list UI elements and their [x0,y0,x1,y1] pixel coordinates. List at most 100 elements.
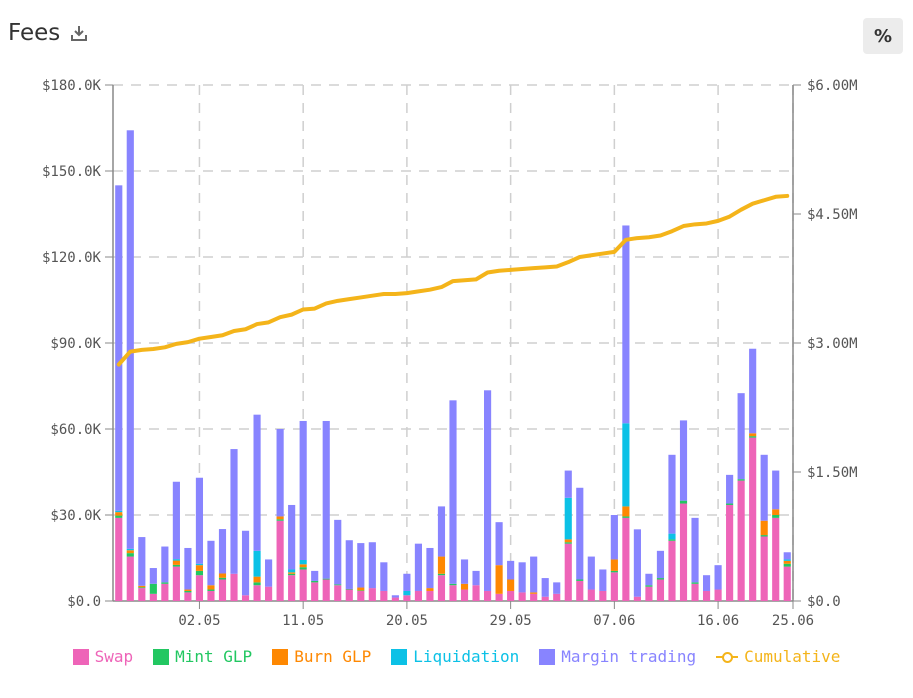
bar-segment-margin-trading [230,449,238,574]
bar-segment-margin-trading [633,529,641,597]
percent-toggle-button[interactable]: % [863,18,903,54]
bar-segment-margin-trading [265,559,273,587]
bar-segment-mint-glp [115,515,123,518]
bar-segment-burn-glp [564,539,572,543]
bar-segment-burn-glp [460,583,469,590]
bar-segment-mint-glp [449,583,457,586]
bar-segment-swap [322,579,330,601]
bar-segment-liquidation [288,569,296,573]
legend-item-margin-trading[interactable]: Margin trading [539,647,696,666]
bar-segment-mint-glp [772,515,780,518]
bar-segment-mint-glp [656,578,665,580]
legend-item-burn-glp[interactable]: Burn GLP [272,647,371,666]
chart-header: Fees [8,20,88,46]
bar-segment-mint-glp [253,582,261,586]
bar-segment-swap [633,596,641,601]
bar-segment-swap [553,593,561,601]
bar-segment-swap [368,588,376,601]
bar-segment-margin-trading [679,420,688,501]
bar-segment-swap [576,580,584,601]
y-left-tick-label: $60.0K [50,422,101,438]
y-left-tick-label: $120.0K [42,250,102,266]
bar-segment-swap [230,573,238,601]
bar-segment-margin-trading [472,570,480,586]
bar-segment-mint-glp [299,567,307,570]
bar-segment-swap [622,517,630,601]
bar-segment-margin-trading [311,570,319,581]
bar-segment-swap [207,590,215,601]
bar-segment-margin-trading [380,562,388,591]
bar-segment-mint-glp [334,584,342,586]
bar-segment-swap [541,596,549,601]
y-right-tick-label: $4.50M [807,207,858,223]
bar-segment-swap [702,590,711,601]
bar-segment-margin-trading [184,547,192,590]
bar-segment-liquidation [622,423,630,507]
bar-segment-mint-glp [691,582,699,584]
bar-segment-margin-trading [299,420,307,561]
y-right-tick-label: $0.0 [807,594,841,610]
bar-segment-swap [311,582,319,601]
fees-chart: $0.0 $30.0K $60.0K $90.0K $120.0K $150.0K $180… [42,78,858,629]
bar-segment-swap [265,586,273,601]
bar-segment-mint-glp [645,585,653,587]
bar-segment-swap [357,590,365,601]
bar-segment-burn-glp [126,550,134,554]
bar-segment-margin-trading [668,454,676,534]
bar-segment-burn-glp [288,572,296,574]
bar-segment-swap [714,589,722,601]
bar-segment-swap [437,575,446,601]
bar-segment-swap [495,593,503,601]
bar-segment-burn-glp [783,560,791,564]
bar-segment-swap [449,585,457,601]
bar-segment-margin-trading [553,582,561,594]
bar-segment-mint-glp [126,553,134,557]
y-left-tick-label: $180.0K [42,78,102,94]
bar-segment-mint-glp [564,542,572,544]
legend-swatch-margin-trading [539,648,556,665]
bar-segment-burn-glp [299,564,307,568]
bar-segment-mint-glp [668,539,676,541]
bar-segment-margin-trading [726,474,734,504]
bar-segment-mint-glp [276,519,284,521]
bar-segment-margin-trading [484,390,492,591]
bar-segment-swap [195,575,204,601]
legend-item-cumulative[interactable]: Cumulative [716,647,840,666]
bar-segment-burn-glp [437,556,446,574]
bar-segment-margin-trading [357,543,365,588]
bar-segment-swap [749,437,757,601]
bar-segment-swap [472,585,480,601]
x-tick-label: 25.06 [772,613,814,629]
bar-segment-swap [288,575,296,601]
bar-segment-burn-glp [218,573,227,578]
download-icon[interactable] [70,24,88,42]
legend-item-mint-glp[interactable]: Mint GLP [153,647,252,666]
legend: Swap Mint GLP Burn GLP Liquidation Margi… [0,647,913,666]
bar-segment-swap [161,583,169,601]
bar-segment-margin-trading [610,515,618,560]
y-right-tick-label: $1.50M [807,465,858,481]
bar-segment-margin-trading [622,225,630,424]
bar-segment-margin-trading [645,573,653,586]
bar-segment-margin-trading [126,130,134,549]
bar-segment-margin-trading [288,504,296,570]
bar-segment-liquidation [172,559,180,561]
bar-segment-swap [184,592,192,601]
bar-segment-margin-trading [403,573,411,591]
bar-segment-mint-glp [345,588,353,590]
bar-segment-swap [737,480,745,601]
legend-item-swap[interactable]: Swap [72,647,133,666]
bar-segment-burn-glp [760,520,768,536]
bar-segment-swap [645,586,653,601]
bar-segment-liquidation [403,590,411,596]
bar-segment-margin-trading [149,568,157,584]
bar-segment-mint-glp [783,563,791,567]
bar-segment-burn-glp [276,516,284,520]
bar-segment-margin-trading [195,477,204,564]
bar-segment-burn-glp [207,585,215,590]
bar-segment-burn-glp [172,560,180,565]
legend-item-liquidation[interactable]: Liquidation [391,647,519,666]
y-left-tick-label: $150.0K [42,164,102,180]
bar-segment-margin-trading [241,530,250,596]
bar-segment-mint-glp [311,580,319,583]
